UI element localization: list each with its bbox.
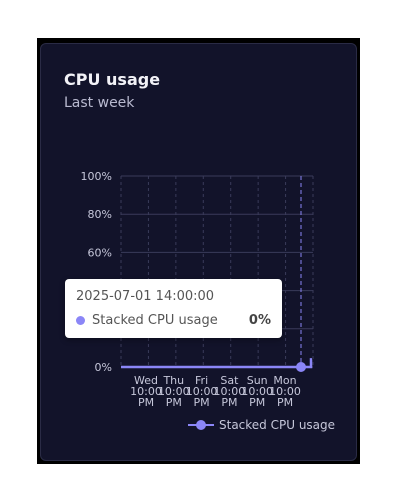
x-tick-label: 10:00 xyxy=(214,385,246,398)
y-tick-label: 0% xyxy=(95,361,112,374)
legend-line-icon xyxy=(188,417,214,433)
x-tick-label: PM xyxy=(166,396,182,409)
x-tick-label: 10:00 xyxy=(186,385,218,398)
x-tick-label: Wed xyxy=(134,374,158,387)
x-tick-label: 10:00 xyxy=(269,385,301,398)
x-tick-label: 10:00 xyxy=(130,385,162,398)
chart-tooltip: 2025-07-01 14:00:00 Stacked CPU usage 0% xyxy=(65,279,282,338)
x-tick-label: Mon xyxy=(273,374,296,387)
y-tick-label: 60% xyxy=(88,246,112,259)
x-tick-label: Thu xyxy=(162,374,184,387)
tooltip-series-name: Stacked CPU usage xyxy=(92,313,218,328)
tooltip-value: 0% xyxy=(248,313,271,328)
card-subtitle: Last week xyxy=(64,95,135,111)
series-line xyxy=(121,358,313,369)
x-tick-label: PM xyxy=(138,396,154,409)
x-tick-label: PM xyxy=(194,396,210,409)
x-tick-label: PM xyxy=(221,396,237,409)
y-tick-label: 100% xyxy=(81,170,112,183)
legend-label: Stacked CPU usage xyxy=(219,418,336,432)
x-tick-label: Fri xyxy=(195,374,208,387)
x-tick-label: PM xyxy=(277,396,293,409)
hover-point xyxy=(296,362,306,372)
tooltip-series-dot xyxy=(76,316,85,325)
x-tick-label: Sun xyxy=(247,374,268,387)
x-tick-label: Sat xyxy=(220,374,239,387)
x-tick-label: 10:00 xyxy=(158,385,190,398)
tooltip-timestamp: 2025-07-01 14:00:00 xyxy=(76,289,215,304)
x-tick-label: PM xyxy=(249,396,265,409)
x-tick-label: 10:00 xyxy=(241,385,273,398)
chart-legend[interactable]: Stacked CPU usage xyxy=(188,417,335,433)
y-tick-label: 80% xyxy=(88,208,112,221)
card-title: CPU usage xyxy=(64,70,161,89)
